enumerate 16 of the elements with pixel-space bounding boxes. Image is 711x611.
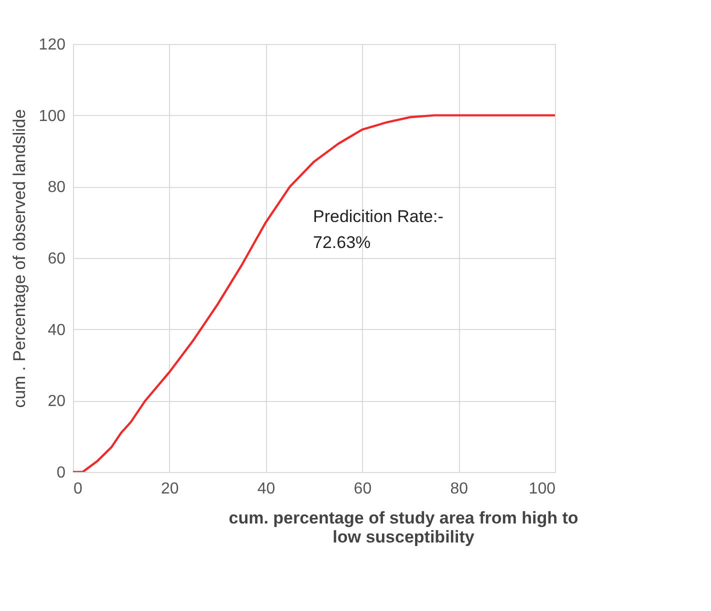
x-tick-label: 20 — [161, 480, 179, 498]
x-tick-label: 80 — [450, 480, 468, 498]
y-tick-label: 40 — [48, 322, 66, 339]
x-tick-label: 0 — [74, 480, 82, 498]
x-tick-label: 40 — [257, 480, 276, 498]
x-axis-title: cum. percentage of study area from high to low susceptibility — [228, 508, 578, 546]
x-tick-label: 100 — [528, 480, 556, 498]
y-tick-label: 20 — [48, 393, 66, 410]
x-tick-label: 60 — [354, 480, 372, 498]
y-tick-label: 80 — [48, 179, 66, 196]
y-axis-title: cum . Percentage of observed landslide — [10, 109, 29, 408]
y-tick-label: 60 — [48, 250, 66, 268]
annotation: Predicition Rate:- 72.63% — [313, 207, 444, 252]
y-tick-label: 120 — [38, 36, 66, 54]
y-tick-label: 0 — [56, 464, 66, 482]
y-tick-label: 100 — [38, 108, 66, 125]
